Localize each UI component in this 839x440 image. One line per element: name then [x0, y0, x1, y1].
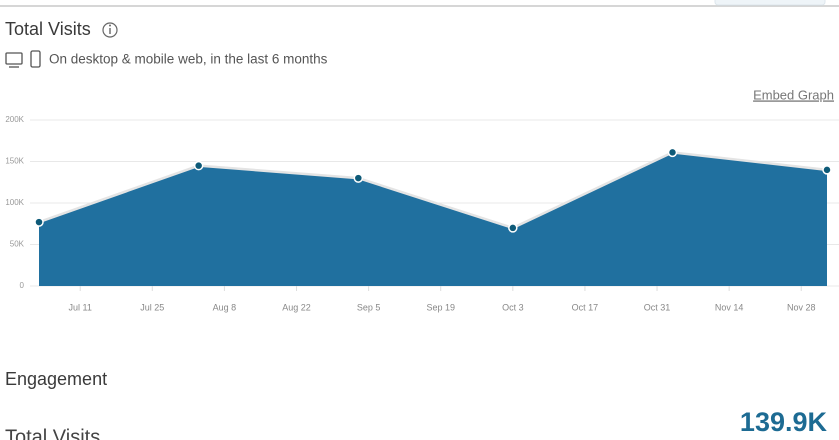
point — [822, 165, 832, 175]
x-tick-label: Sep 19 — [426, 302, 455, 312]
x-tick-label: Aug 8 — [213, 302, 237, 312]
subtitle: On desktop & mobile web, in the last 6 m… — [49, 52, 328, 67]
x-tick-label: Jul 25 — [140, 302, 164, 312]
x-tick-label: Jul 11 — [69, 302, 92, 312]
y-tick-label: 100K — [5, 198, 24, 207]
point — [508, 223, 518, 233]
info-icon[interactable] — [102, 22, 118, 38]
metric-label: Total Visits — [5, 426, 100, 440]
x-tick-label: Sep 5 — [357, 302, 381, 312]
device-icons — [5, 50, 41, 68]
point — [667, 147, 678, 158]
embed-link[interactable]: Embed Graph — [753, 87, 834, 102]
point — [193, 160, 204, 171]
section-title: Total Visits — [5, 19, 91, 39]
plot: 0 50K 100K 150K 200K Jul 11 Jul 25 Aug 8 Aug 22 S… — [5, 115, 839, 312]
line — [38, 151, 828, 230]
point — [353, 173, 364, 183]
engagement-title: Engagement — [5, 369, 107, 389]
y-tick-label: 150K — [5, 157, 24, 166]
y-tick-label: 50K — [10, 240, 25, 249]
x-tick-label: Oct 3 — [502, 302, 524, 312]
x-tick-label: Nov 14 — [715, 302, 744, 312]
y-tick-label: 0 — [20, 281, 25, 290]
point — [34, 217, 44, 227]
x-tick-label: Oct 31 — [644, 302, 671, 312]
x-tick-label: Aug 22 — [282, 302, 311, 312]
area — [39, 152, 827, 286]
x-tick-label: Nov 28 — [787, 302, 816, 312]
top-tab — [714, 0, 826, 6]
metric-value: 139.9K — [740, 407, 828, 437]
x-tick-label: Oct 17 — [572, 302, 599, 312]
y-tick-label: 200K — [5, 115, 24, 124]
